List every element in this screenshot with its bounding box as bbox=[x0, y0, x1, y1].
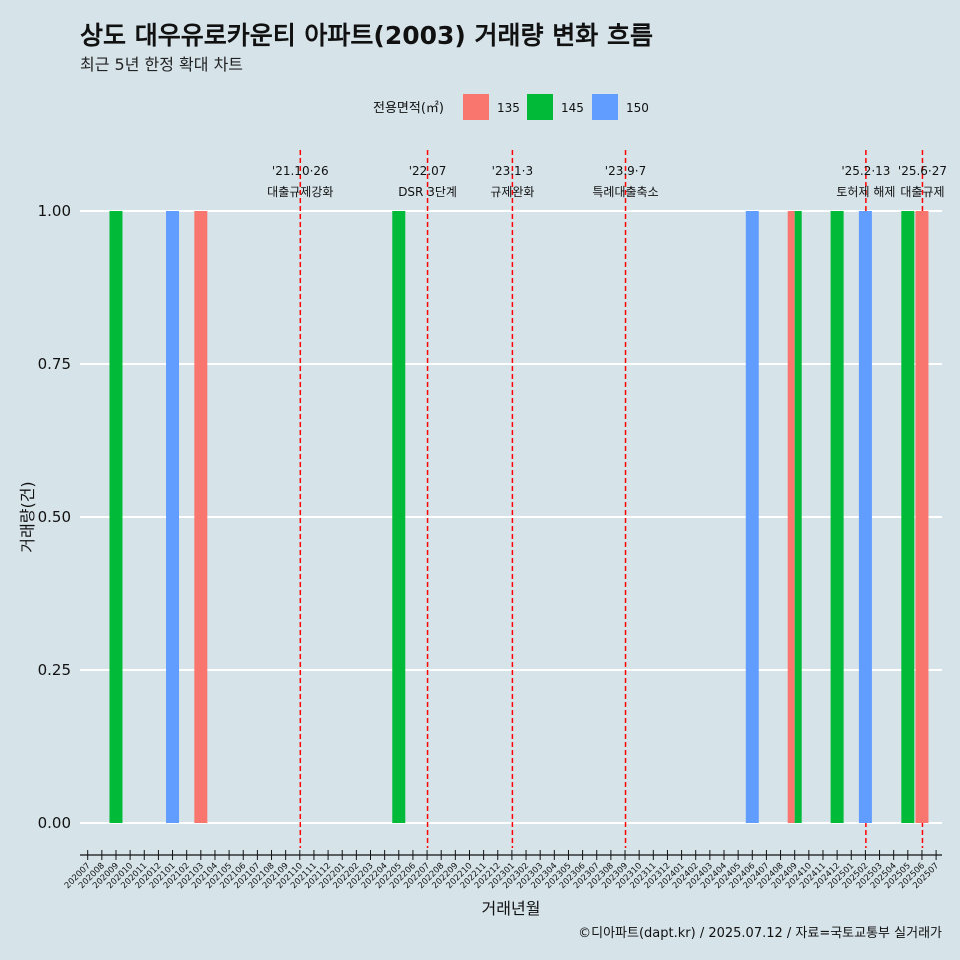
bar-202101-150 bbox=[166, 211, 180, 823]
legend-swatch-145 bbox=[527, 94, 553, 120]
y-tick-label: 0.75 bbox=[38, 355, 71, 373]
y-tick-label: 0.50 bbox=[38, 508, 71, 526]
y-tick-label: 0.25 bbox=[38, 661, 71, 679]
bar-202409-135 bbox=[787, 211, 795, 823]
annotation-date: '21.10·26 bbox=[272, 164, 329, 178]
chart-title: 상도 대우유로카운티 아파트(2003) 거래량 변화 흐름 bbox=[80, 21, 653, 50]
legend-label-135: 135 bbox=[497, 101, 520, 115]
bars bbox=[109, 211, 929, 823]
y-tick-label: 1.00 bbox=[38, 202, 71, 220]
bar-202406-150 bbox=[745, 211, 759, 823]
bar-202103-135 bbox=[194, 211, 208, 823]
annotation-label: 토허제 해제 bbox=[836, 185, 895, 199]
legend-title: 전용면적(㎡) bbox=[373, 101, 444, 116]
y-axis-title: 거래량(건) bbox=[18, 481, 37, 552]
legend: 전용면적(㎡) 135 145 150 bbox=[373, 94, 649, 120]
y-tick-label: 0.00 bbox=[38, 814, 71, 832]
annotation-label: 규제완화 bbox=[490, 185, 534, 199]
bar-202205-145 bbox=[392, 211, 406, 823]
annotation-date: '22.07 bbox=[409, 164, 447, 178]
bar-202506-135 bbox=[915, 211, 929, 823]
legend-label-150: 150 bbox=[626, 101, 649, 115]
annotation-label: DSR 3단계 bbox=[398, 185, 457, 199]
annotation-date: '23.1·3 bbox=[492, 164, 533, 178]
caption: ©디아파트(dapt.kr) / 2025.07.12 / 자료=국토교통부 실… bbox=[578, 926, 942, 941]
chart-subtitle: 최근 5년 한정 확대 차트 bbox=[80, 55, 243, 74]
annotation-date: '25.6·27 bbox=[898, 164, 947, 178]
annotations: '21.10·26 대출규제강화 '22.07 DSR 3단계 '23.1·3 규제완화 '… bbox=[267, 164, 947, 199]
legend-swatch-135 bbox=[463, 94, 489, 120]
annotation-date: '25.2·13 bbox=[841, 164, 890, 178]
annotation-date: '23.9·7 bbox=[605, 164, 646, 178]
x-axis-title: 거래년월 bbox=[482, 899, 541, 918]
bar-202009-145 bbox=[109, 211, 123, 823]
bar-202502-150 bbox=[858, 211, 872, 823]
bar-202412-145 bbox=[830, 211, 844, 823]
bar-202505-145 bbox=[901, 211, 915, 823]
annotation-label: 대출규제 bbox=[900, 185, 944, 199]
y-axis: 0.00 0.25 0.50 0.75 1.00 bbox=[38, 202, 71, 832]
x-axis: 2020072020082020092020102020112020122021… bbox=[63, 850, 942, 891]
legend-label-145: 145 bbox=[561, 101, 584, 115]
annotation-label: 특례대출축소 bbox=[592, 185, 658, 199]
annotation-label: 대출규제강화 bbox=[267, 185, 333, 199]
gridlines bbox=[80, 210, 942, 824]
legend-swatch-150 bbox=[592, 94, 618, 120]
bar-202409-145 bbox=[794, 211, 802, 823]
